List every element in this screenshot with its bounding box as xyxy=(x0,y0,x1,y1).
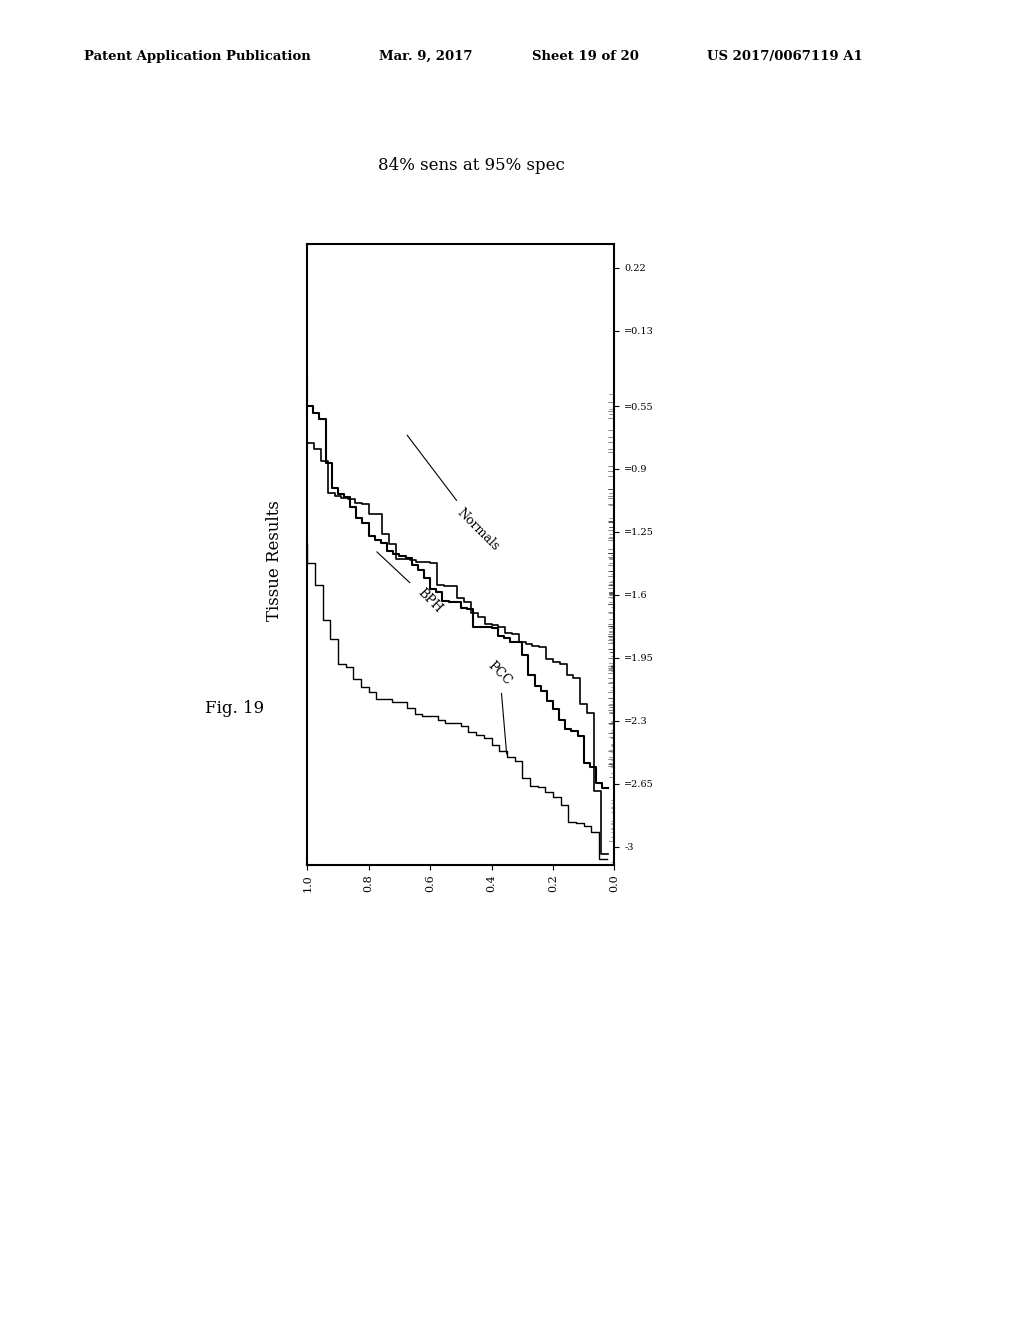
Text: BPH: BPH xyxy=(377,552,444,616)
Text: 84% sens at 95% spec: 84% sens at 95% spec xyxy=(378,157,564,173)
Text: Normals: Normals xyxy=(408,436,502,553)
Text: Fig. 19: Fig. 19 xyxy=(205,700,264,717)
Text: Sheet 19 of 20: Sheet 19 of 20 xyxy=(532,50,639,63)
Text: US 2017/0067119 A1: US 2017/0067119 A1 xyxy=(707,50,862,63)
Text: PCC: PCC xyxy=(485,659,514,754)
Text: Tissue Results: Tissue Results xyxy=(266,500,283,622)
Text: Patent Application Publication: Patent Application Publication xyxy=(84,50,310,63)
Text: Mar. 9, 2017: Mar. 9, 2017 xyxy=(379,50,472,63)
